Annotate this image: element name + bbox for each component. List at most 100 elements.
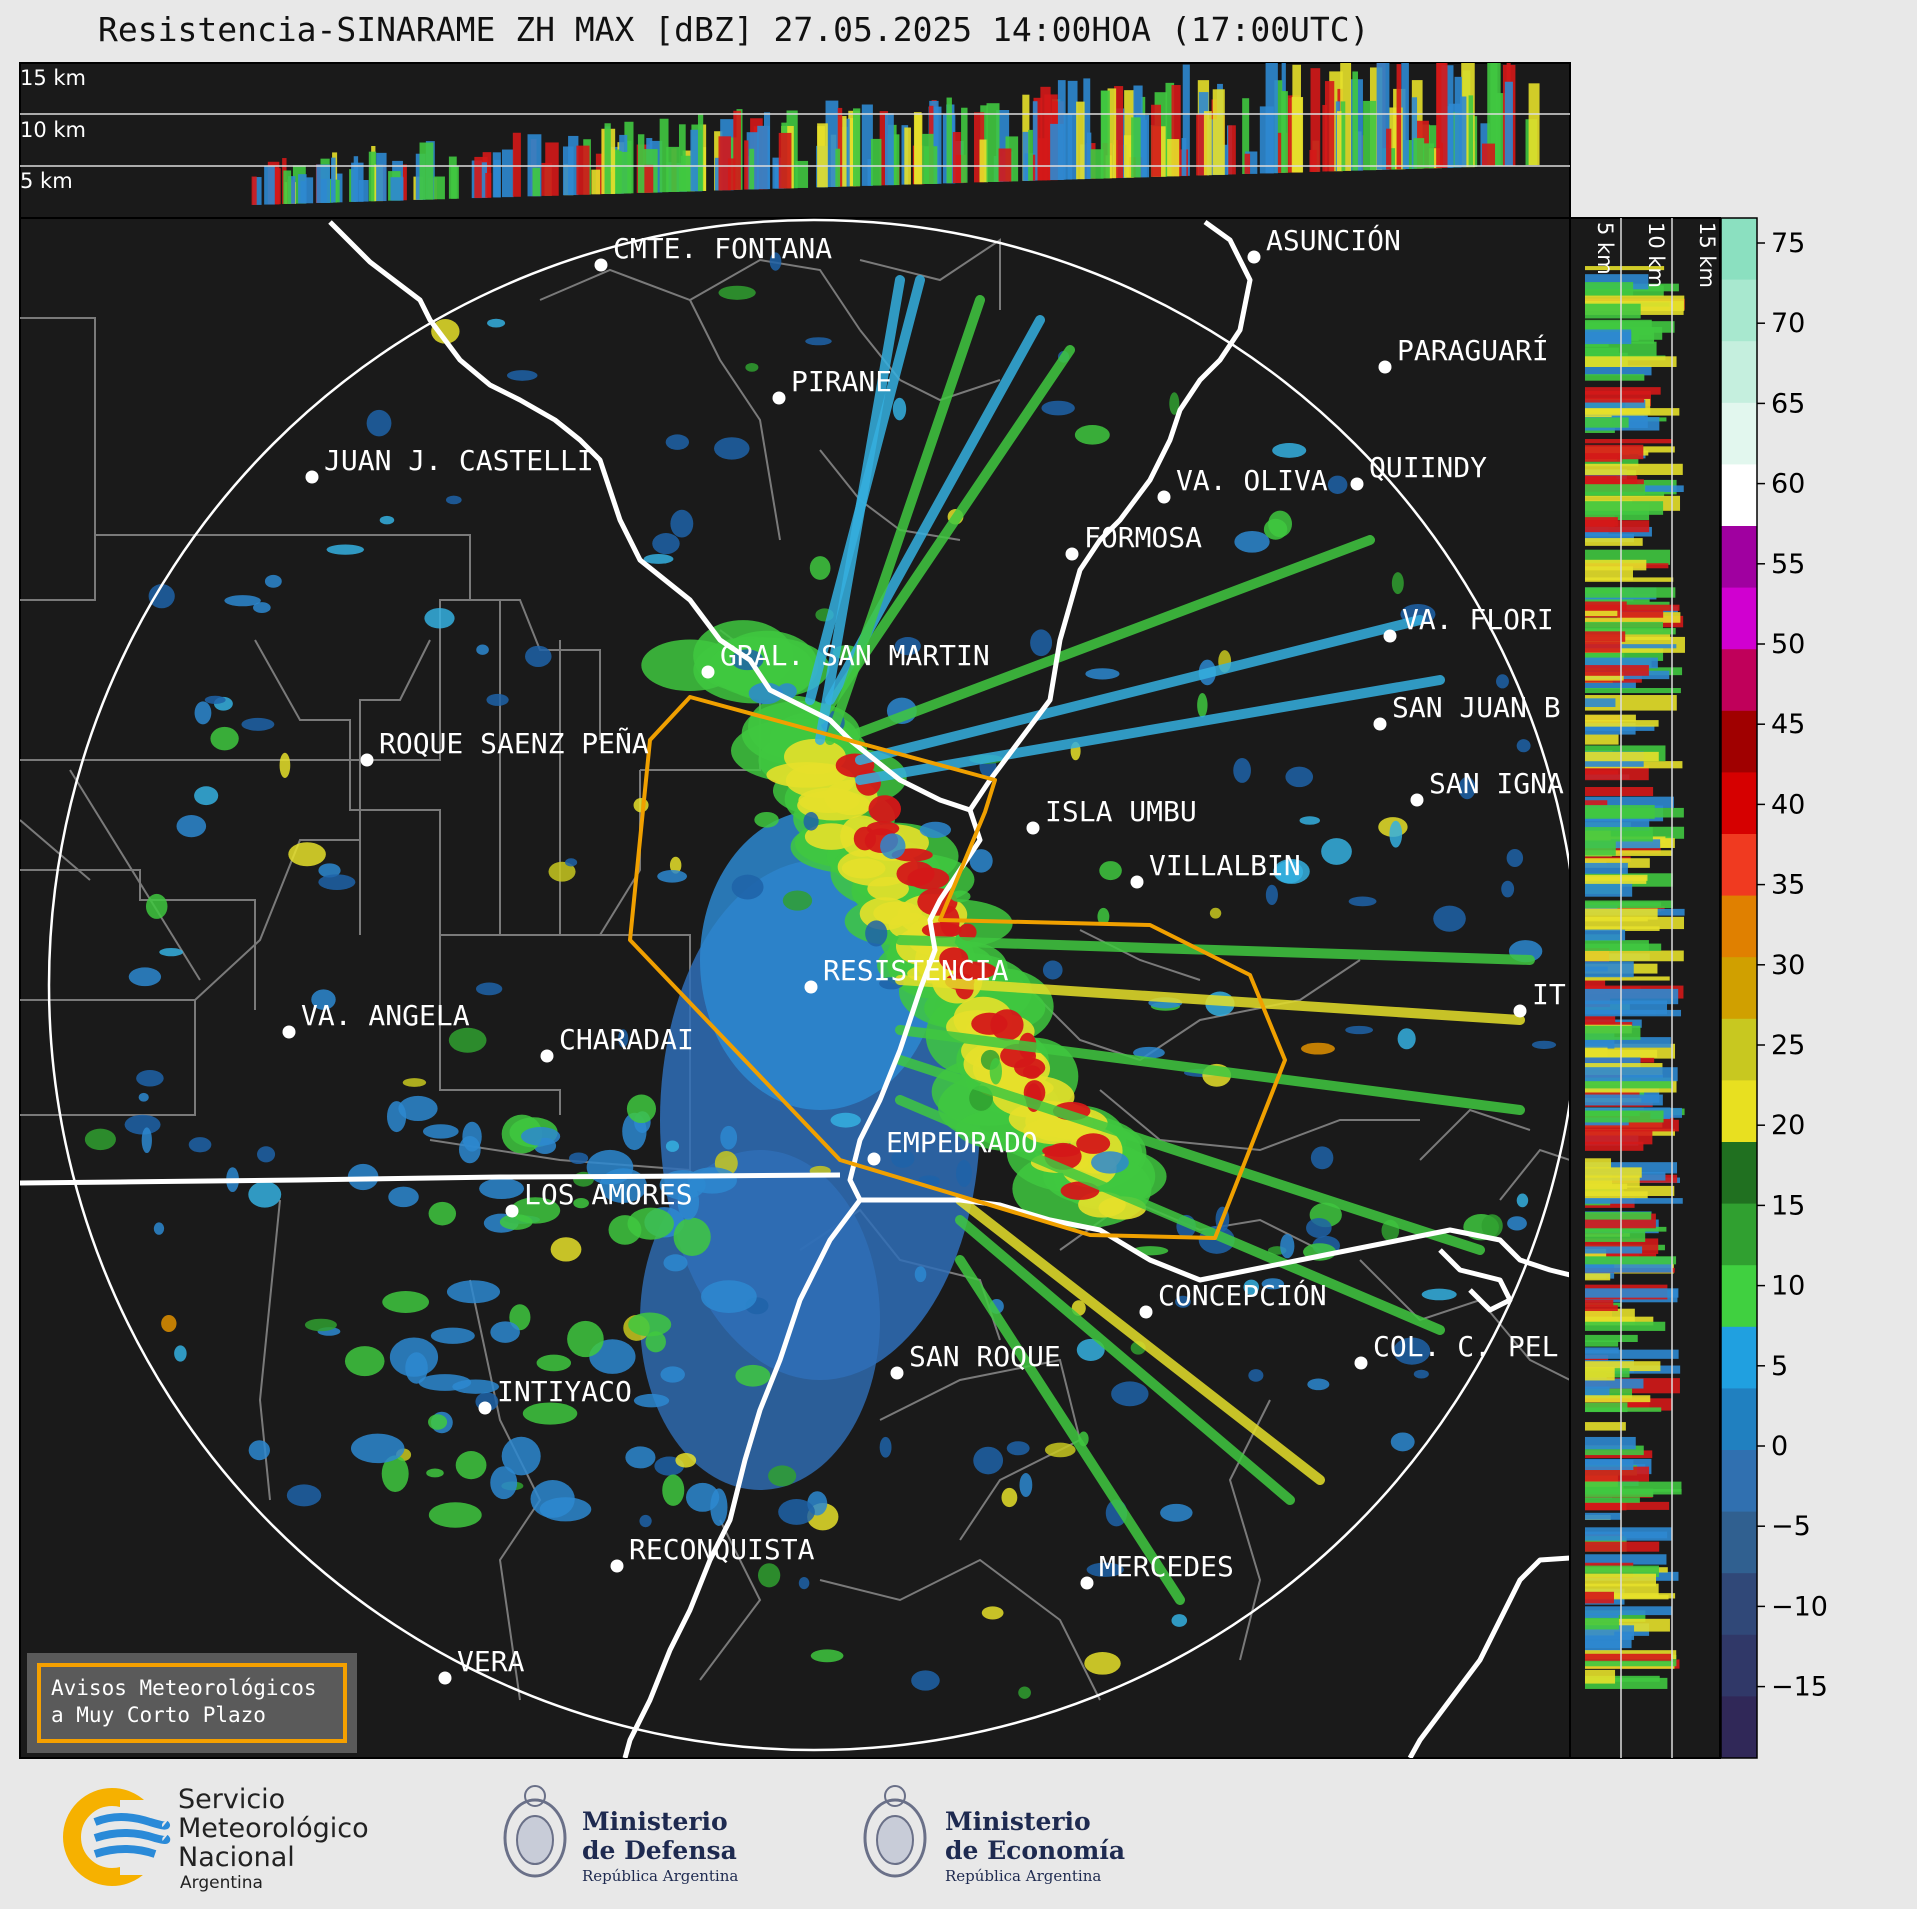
colorbar-tick-label: 75 <box>1771 228 1805 259</box>
city-marker: ISLA UMBU <box>1026 795 1197 835</box>
city-dot <box>701 665 715 679</box>
colorbar-segment <box>1721 1696 1757 1759</box>
top-height-label-10: 10 km <box>20 118 86 142</box>
city-label: RECONQUISTA <box>629 1533 815 1566</box>
city-marker: VA. OLIVA <box>1157 464 1328 504</box>
city-label: JUAN J. CASTELLI <box>324 444 594 477</box>
economia-line-1: Ministerio <box>945 1807 1091 1836</box>
city-label: VA. OLIVA <box>1176 464 1328 497</box>
colorbar-segment <box>1721 649 1757 712</box>
city-marker: MERCEDES <box>1080 1550 1234 1590</box>
colorbar-segment <box>1721 1511 1757 1574</box>
colorbar-segment <box>1721 218 1757 281</box>
city-dot <box>438 1671 452 1685</box>
city-label: EMPEDRADO <box>886 1126 1038 1159</box>
top-height-profile: 15 km 10 km 5 km <box>19 62 1571 219</box>
economia-line-2: de Economía <box>945 1836 1125 1865</box>
colorbar-segment <box>1721 710 1757 773</box>
city-label: CHARADAI <box>559 1023 694 1056</box>
side-profile-echoes <box>1585 266 1685 1689</box>
colorbar-segment <box>1721 1142 1757 1205</box>
top-profile-echoes <box>251 63 1540 205</box>
city-dot <box>594 258 608 272</box>
city-dot <box>1373 717 1387 731</box>
top-height-label-15: 15 km <box>20 66 86 90</box>
range-ring <box>47 218 1570 1752</box>
city-marker: ASUNCIÓN <box>1247 223 1401 264</box>
colorbar-tick-label: 0 <box>1771 1431 1788 1462</box>
city-label: RESISTENCIA <box>823 954 1009 987</box>
city-dot <box>1410 793 1424 807</box>
colorbar-tick-label: 45 <box>1771 709 1805 740</box>
city-dot <box>890 1366 904 1380</box>
city-marker: CMTE. FONTANA <box>594 232 832 272</box>
colorbar-tick-label: 35 <box>1771 870 1805 901</box>
city-label: PARAGUARÍ <box>1397 333 1549 367</box>
smn-line-4: Argentina <box>180 1873 263 1893</box>
colorbar-tick-label: 20 <box>1771 1110 1805 1141</box>
city-dot <box>1350 477 1364 491</box>
city-label: ASUNCIÓN <box>1266 223 1401 257</box>
defensa-line-1: Ministerio <box>582 1807 728 1836</box>
city-dot <box>804 980 818 994</box>
side-height-label-15: 15 km <box>1695 222 1719 288</box>
colorbar-segment <box>1721 1018 1757 1081</box>
economia-line-3: República Argentina <box>945 1867 1101 1885</box>
defensa-logo: Ministerio de Defensa República Argentin… <box>503 1785 738 1885</box>
colorbar-segment <box>1721 1203 1757 1266</box>
economia-logo: Ministerio de Economía República Argenti… <box>863 1785 1125 1885</box>
colorbar-segment <box>1721 1450 1757 1513</box>
city-marker: CHARADAI <box>540 1023 694 1063</box>
smn-line-3: Nacional <box>178 1842 295 1873</box>
city-marker: LOS AMORES <box>505 1178 693 1218</box>
city-dot <box>1513 1004 1527 1018</box>
colorbar-segment <box>1721 1634 1757 1697</box>
city-marker: ROQUE SAENZ PEÑA <box>360 726 649 767</box>
city-dot <box>1139 1305 1153 1319</box>
city-marker: SAN IGNA <box>1410 767 1564 807</box>
city-marker: GRAL. SAN MARTIN <box>701 639 990 679</box>
city-label: CMTE. FONTANA <box>613 232 832 265</box>
colorbar-segment <box>1721 279 1757 342</box>
city-label: VILLALBIN <box>1149 849 1301 882</box>
city-label: COL. C. PEL <box>1373 1330 1558 1363</box>
city-label: ROQUE SAENZ PEÑA <box>379 726 649 760</box>
city-label: VA. FLORI <box>1402 603 1554 636</box>
smn-line-2: Meteorológico <box>178 1813 369 1844</box>
city-marker: INTIYACO <box>478 1375 632 1415</box>
city-dot <box>478 1401 492 1415</box>
city-dot <box>1080 1576 1094 1590</box>
colorbar-tick-label: 70 <box>1771 308 1805 339</box>
radar-map: CMTE. FONTANA ASUNCIÓN PARAGUARÍ PIRANE JUAN… <box>19 217 1571 1759</box>
city-marker: VERA <box>438 1645 525 1685</box>
city-marker: EMPEDRADO <box>867 1126 1038 1166</box>
colorbar-tick-label: −5 <box>1771 1511 1811 1542</box>
city-label: INTIYACO <box>497 1375 632 1408</box>
colorbar-tick-label: 60 <box>1771 469 1805 500</box>
city-dot <box>610 1559 624 1573</box>
city-label: CONCEPCIÓN <box>1158 1278 1327 1312</box>
colorbar-segment <box>1721 402 1757 465</box>
city-marker: CONCEPCIÓN <box>1139 1278 1327 1319</box>
city-label: GRAL. SAN MARTIN <box>720 639 990 672</box>
colorbar-segment <box>1721 772 1757 835</box>
city-dot <box>1157 490 1171 504</box>
colorbar-tick-label: 65 <box>1771 388 1805 419</box>
colorbar-tick-label: 55 <box>1771 549 1805 580</box>
city-marker: SAN JUAN B <box>1373 691 1561 731</box>
city-marker: IT <box>1513 978 1566 1018</box>
city-label: SAN ROQUE <box>909 1340 1061 1373</box>
city-dot <box>1130 875 1144 889</box>
side-height-label-5: 5 km <box>1593 222 1617 275</box>
defensa-line-2: de Defensa <box>582 1836 737 1865</box>
city-dot <box>867 1152 881 1166</box>
colorbar-segment <box>1721 1080 1757 1143</box>
city-marker: QUIINDY <box>1350 451 1487 491</box>
city-dot <box>540 1049 554 1063</box>
colorbar-tick-label: 30 <box>1771 950 1805 981</box>
city-label: SAN JUAN B <box>1392 691 1561 724</box>
avisos-line-2: a Muy Corto Plazo <box>51 1703 266 1727</box>
city-marker: PIRANE <box>772 365 892 405</box>
colorbar-tick-label: −15 <box>1771 1672 1828 1703</box>
avisos-box[interactable]: Avisos Meteorológicos a Muy Corto Plazo <box>27 1653 357 1753</box>
